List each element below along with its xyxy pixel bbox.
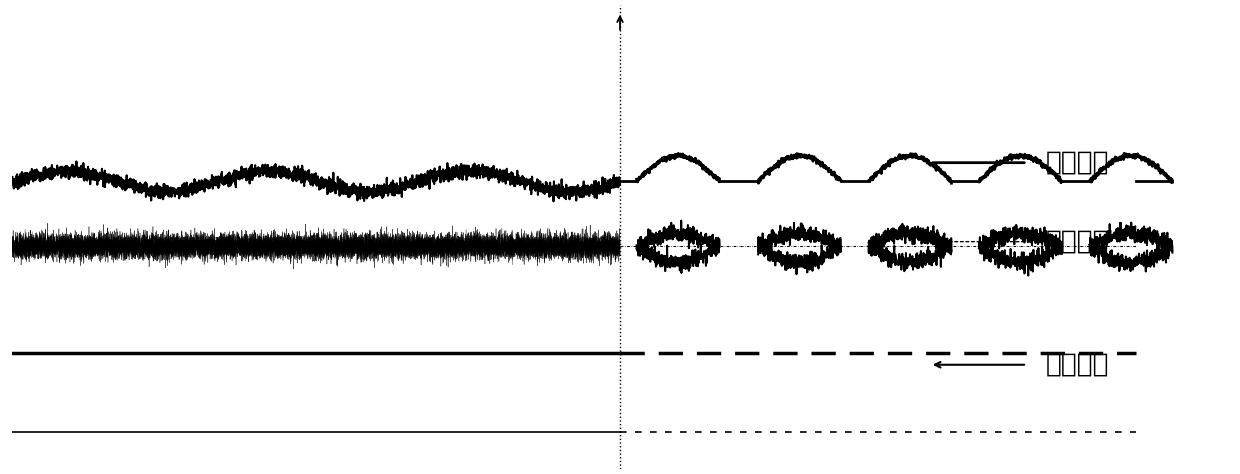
Text: 透射信号: 透射信号	[1045, 150, 1109, 176]
Text: 激发信号: 激发信号	[1045, 352, 1109, 378]
Text: 反射信号: 反射信号	[1045, 228, 1109, 255]
